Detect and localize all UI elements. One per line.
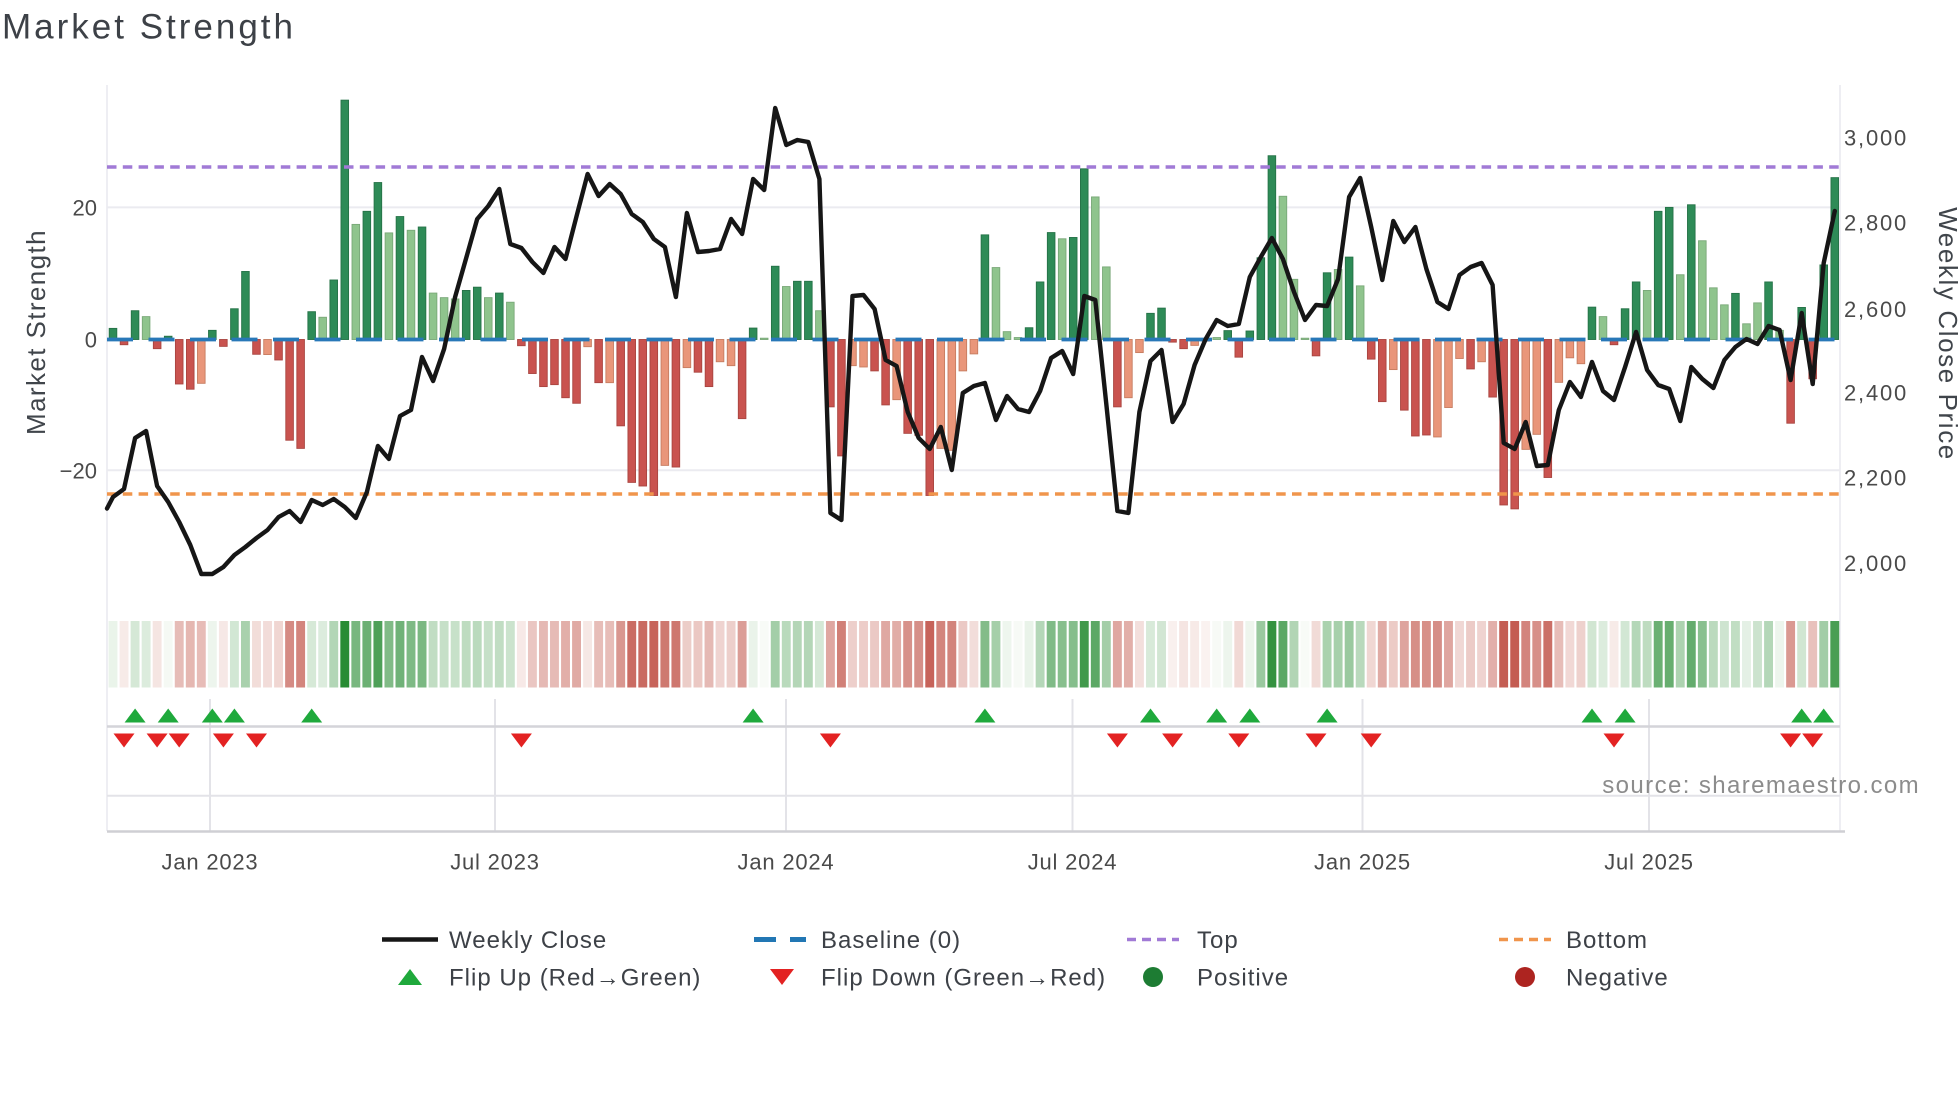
svg-text:3,000: 3,000 — [1844, 126, 1908, 151]
svg-text:2,200: 2,200 — [1844, 466, 1908, 491]
svg-text:Jul 2025: Jul 2025 — [1604, 850, 1694, 875]
svg-text:Weekly Close Price: Weekly Close Price — [1933, 207, 1960, 461]
svg-text:Baseline (0): Baseline (0) — [821, 927, 961, 954]
svg-text:Jul 2024: Jul 2024 — [1028, 850, 1118, 875]
svg-text:2,000: 2,000 — [1844, 551, 1908, 576]
svg-text:20: 20 — [73, 195, 97, 220]
svg-text:Market Strength: Market Strength — [2, 8, 296, 47]
svg-text:Bottom: Bottom — [1566, 927, 1648, 954]
svg-text:Jan 2025: Jan 2025 — [1314, 850, 1411, 875]
svg-text:Top: Top — [1197, 927, 1239, 954]
svg-text:Jul 2023: Jul 2023 — [450, 850, 540, 875]
svg-text:source: sharemaestro.com: source: sharemaestro.com — [1602, 772, 1920, 799]
svg-text:2,400: 2,400 — [1844, 381, 1908, 406]
svg-text:0: 0 — [85, 328, 97, 353]
svg-text:Market Strength: Market Strength — [21, 229, 51, 435]
svg-text:Jan 2023: Jan 2023 — [162, 850, 259, 875]
svg-text:Negative: Negative — [1566, 965, 1669, 992]
svg-text:Weekly Close: Weekly Close — [449, 927, 607, 954]
svg-text:−20: −20 — [60, 458, 97, 483]
svg-text:2,600: 2,600 — [1844, 297, 1908, 322]
svg-text:Flip Up (Red→Green): Flip Up (Red→Green) — [449, 965, 701, 992]
svg-text:Jan 2024: Jan 2024 — [738, 850, 835, 875]
svg-text:Positive: Positive — [1197, 965, 1289, 992]
svg-text:Flip Down (Green→Red): Flip Down (Green→Red) — [821, 965, 1106, 992]
svg-text:2,800: 2,800 — [1844, 211, 1908, 236]
